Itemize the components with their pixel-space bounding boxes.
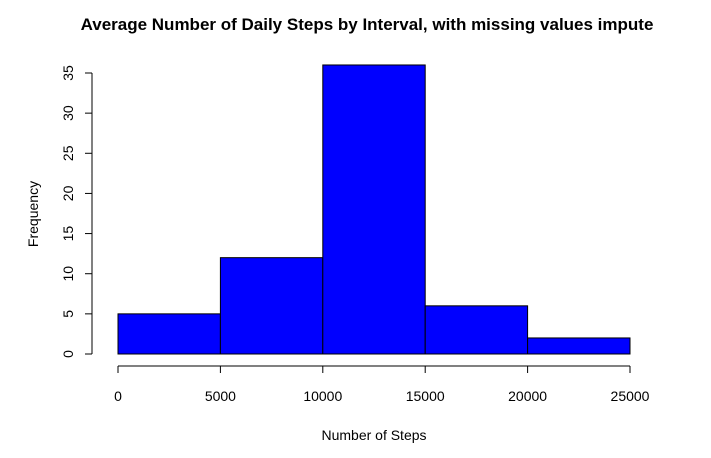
x-tick-label: 10000 [303,388,342,404]
histogram-bar-2 [219,257,324,355]
x-axis-title: Number of Steps [321,427,426,443]
y-axis-title: Frequency [25,181,41,247]
y-tick-label: 20 [60,185,76,201]
y-tick-label: 35 [60,65,76,81]
histogram-bar-3 [322,64,426,355]
y-axis: 0 5 10 15 20 25 30 35 [60,65,93,358]
x-tick-label: 15000 [406,388,445,404]
chart-title: Average Number of Daily Steps by Interva… [81,15,654,34]
y-tick-label: 10 [60,266,76,282]
y-tick-label: 15 [60,226,76,242]
y-tick-label: 25 [60,145,76,161]
histogram-bar-4 [424,305,529,355]
x-axis: 0 5000 10000 15000 20000 25000 [114,365,650,404]
y-tick-label: 5 [60,310,76,318]
histogram-bar-5 [527,337,631,355]
y-tick-label: 30 [60,105,76,121]
x-tick-label: 25000 [611,388,650,404]
y-tick-label: 0 [60,350,76,358]
x-tick-label: 5000 [205,388,236,404]
x-tick-label: 20000 [508,388,547,404]
x-tick-label: 0 [114,388,122,404]
histogram-bar-1 [117,313,221,355]
bars-group [117,64,631,355]
